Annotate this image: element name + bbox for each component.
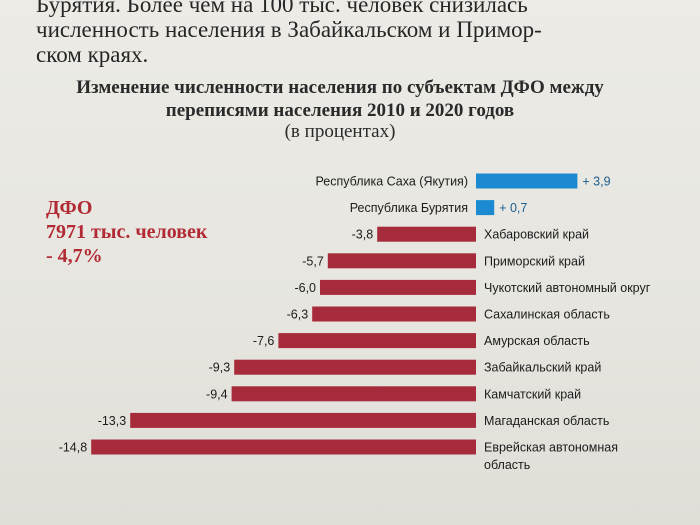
- category-label-7: Амурская область: [484, 334, 590, 348]
- bar-11: [91, 439, 476, 455]
- chart-subtitle: (в процентах): [284, 121, 396, 142]
- category-label-4: Приморский край: [484, 254, 585, 268]
- category-label-11: Еврейская автономная: [484, 441, 618, 455]
- category-label-11-cont: область: [484, 458, 530, 472]
- bar-1: [476, 173, 578, 189]
- value-label-7: -7,6: [253, 334, 275, 348]
- value-label-10: -13,3: [98, 414, 127, 428]
- article-line-3: ском краях.: [36, 42, 149, 67]
- bar-5: [320, 279, 476, 295]
- category-label-8: Забайкальский край: [484, 361, 601, 375]
- value-label-1: + 3,9: [582, 175, 610, 189]
- category-label-10: Магаданская область: [484, 414, 609, 428]
- summary-population: 7971 тыс. человек: [46, 221, 208, 243]
- bar-6: [312, 306, 476, 322]
- article-text: Бурятия. Более чем на 100 тыс. человек с…: [36, 0, 676, 67]
- summary-name: ДФО: [46, 197, 93, 219]
- category-label-1: Республика Саха (Якутия): [315, 175, 468, 189]
- value-label-2: + 0,7: [499, 201, 527, 215]
- article-line-2: численность населения в Забайкальском и …: [36, 17, 542, 42]
- bar-10: [130, 412, 476, 428]
- bar-8: [234, 359, 476, 375]
- category-label-2: Республика Бурятия: [350, 201, 468, 215]
- value-label-9: -9,4: [206, 387, 228, 401]
- bar-9: [231, 386, 476, 402]
- value-label-4: -5,7: [302, 254, 324, 268]
- bar-7: [278, 333, 476, 349]
- bar-4: [327, 253, 476, 269]
- value-label-5: -6,0: [294, 281, 316, 295]
- bar-2: [476, 200, 495, 216]
- category-label-3: Хабаровский край: [484, 228, 589, 242]
- value-label-3: -3,8: [352, 228, 374, 242]
- category-label-9: Камчатский край: [484, 387, 581, 401]
- chart-title: Изменение численности населения по субъе…: [76, 77, 604, 121]
- category-label-6: Сахалинская область: [484, 308, 610, 322]
- category-label-5: Чукотский автономный округ: [484, 281, 651, 295]
- article-line-1: Бурятия. Более чем на 100 тыс. человек с…: [36, 0, 528, 17]
- summary-block: ДФО 7971 тыс. человек - 4,7%: [46, 196, 207, 268]
- value-label-6: -6,3: [287, 308, 309, 322]
- value-label-8: -9,3: [209, 361, 231, 375]
- summary-change: - 4,7%: [46, 245, 103, 267]
- bar-3: [377, 226, 476, 242]
- value-label-11: -14,8: [59, 441, 88, 455]
